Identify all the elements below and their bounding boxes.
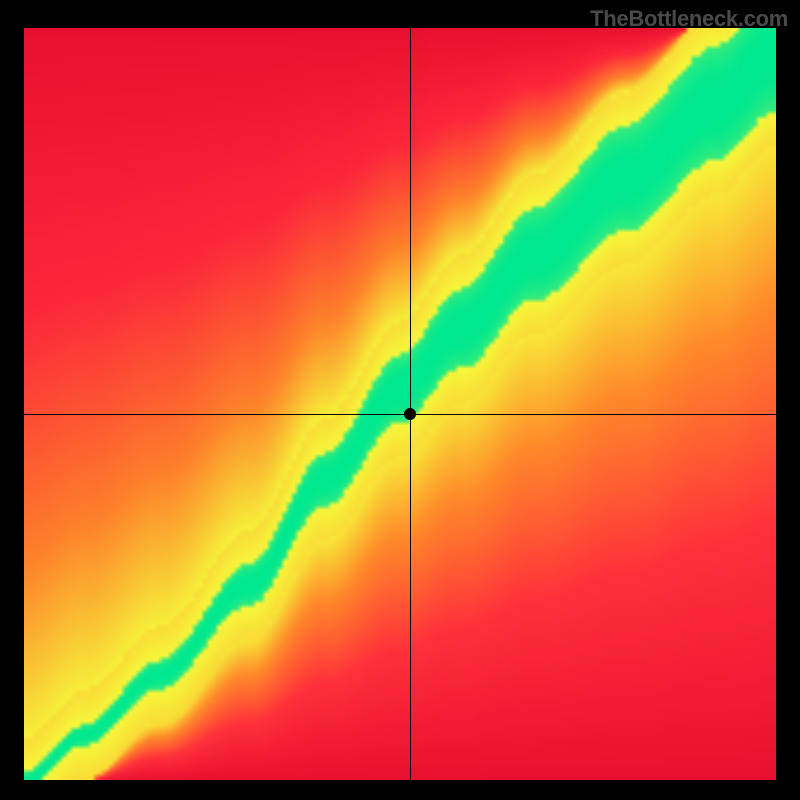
- root-container: TheBottleneck.com: [0, 0, 800, 800]
- selection-marker[interactable]: [404, 408, 416, 420]
- crosshair-horizontal: [24, 414, 776, 415]
- plot-area: [24, 28, 776, 780]
- crosshair-vertical: [410, 28, 411, 780]
- bottleneck-heatmap: [24, 28, 776, 780]
